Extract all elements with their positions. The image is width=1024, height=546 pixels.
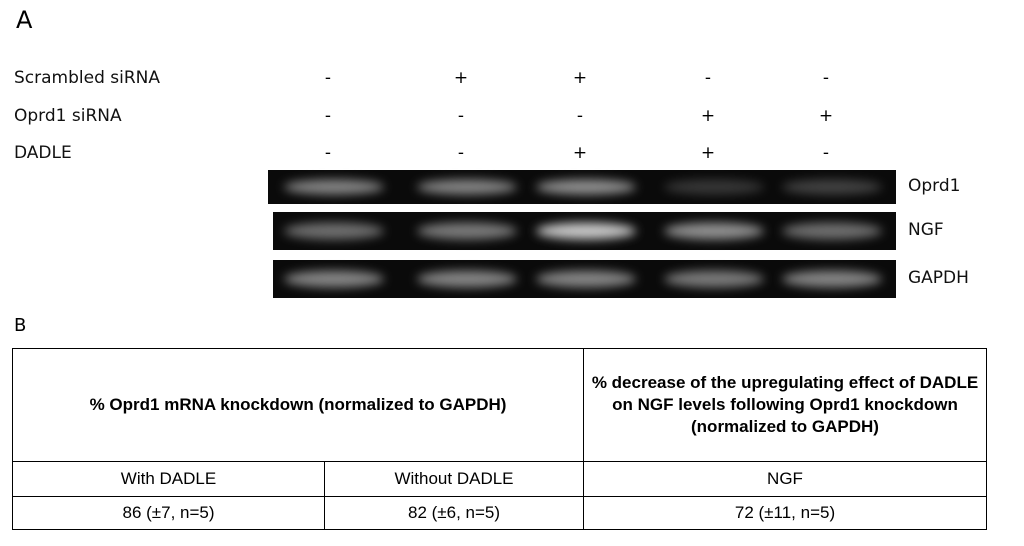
gel-bands <box>268 170 896 298</box>
subheader-cell: NGF <box>583 461 987 497</box>
gel-band <box>417 222 517 240</box>
subheader-row: With DADLE Without DADLE NGF <box>12 461 987 497</box>
panel-label: B <box>14 315 27 336</box>
header-row: % Oprd1 mRNA knockdown (normalized to GA… <box>12 348 987 462</box>
condition-sign: - <box>457 106 465 126</box>
condition-sign: + <box>818 106 834 126</box>
condition-sign: + <box>700 143 716 163</box>
condition-sign: + <box>700 106 716 126</box>
subheader-cell: Without DADLE <box>324 461 584 497</box>
results-table: % Oprd1 mRNA knockdown (normalized to GA… <box>12 348 987 530</box>
gel-band <box>782 179 882 195</box>
panel-label: A <box>16 6 33 34</box>
gel-band <box>284 222 384 240</box>
gel-band <box>782 270 882 288</box>
condition-sign: - <box>457 143 465 163</box>
data-cell: 82 (±6, n=5) <box>324 496 584 530</box>
condition-sign: - <box>324 68 332 88</box>
gel-band <box>284 179 384 195</box>
gel-band <box>536 179 636 195</box>
gel-band <box>664 270 764 288</box>
header-cell: % decrease of the upregulating effect of… <box>583 348 987 462</box>
subheader-cell: With DADLE <box>12 461 325 497</box>
gel-band <box>664 222 764 240</box>
gel-band <box>782 222 882 240</box>
header-cell: % Oprd1 mRNA knockdown (normalized to GA… <box>12 348 584 462</box>
condition-label: DADLE <box>14 143 72 163</box>
gel <box>268 170 896 298</box>
band-label: Oprd1 <box>908 176 961 196</box>
condition-sign: - <box>324 106 332 126</box>
gel-band <box>536 222 636 240</box>
condition-sign: + <box>572 143 588 163</box>
data-cell: 72 (±11, n=5) <box>583 496 987 530</box>
band-label: GAPDH <box>908 268 969 288</box>
band-label: NGF <box>908 220 944 240</box>
condition-sign: - <box>324 143 332 163</box>
condition-sign: + <box>453 68 469 88</box>
gel-band <box>536 270 636 288</box>
condition-sign: - <box>704 68 712 88</box>
condition-label: Oprd1 siRNA <box>14 106 122 126</box>
condition-sign: - <box>576 106 584 126</box>
condition-sign: + <box>572 68 588 88</box>
gel-band <box>417 179 517 195</box>
condition-sign: - <box>822 143 830 163</box>
gel-band <box>664 179 764 195</box>
condition-sign: - <box>822 68 830 88</box>
data-cell: 86 (±7, n=5) <box>12 496 325 530</box>
condition-label: Scrambled siRNA <box>14 68 161 88</box>
gel-band <box>417 270 517 288</box>
gel-band <box>284 270 384 288</box>
data-row: 86 (±7, n=5) 82 (±6, n=5) 72 (±11, n=5) <box>12 496 987 530</box>
